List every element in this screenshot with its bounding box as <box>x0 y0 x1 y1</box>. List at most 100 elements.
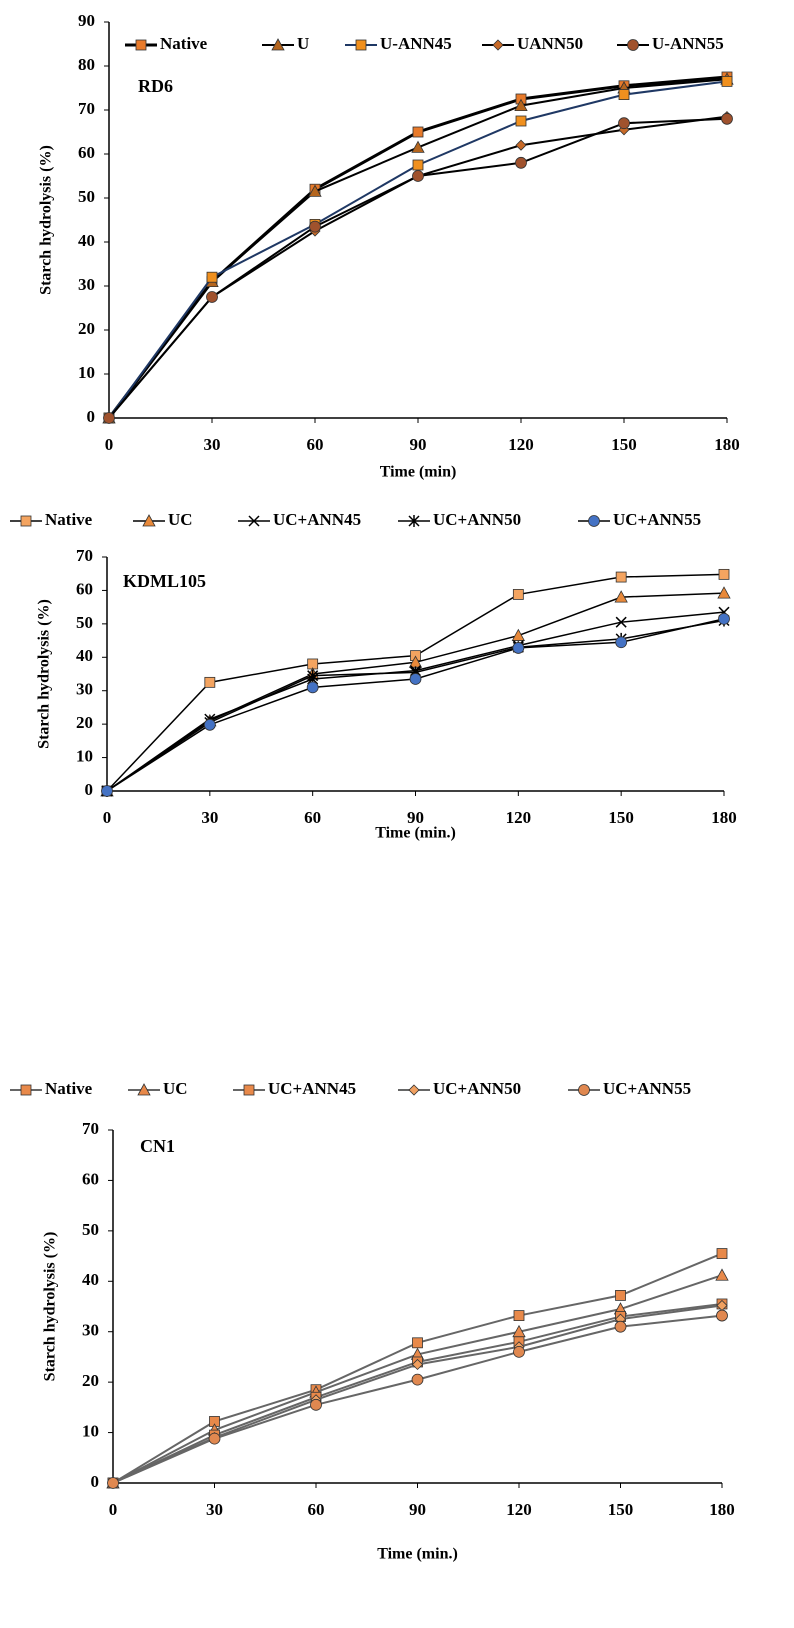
y-tick-label: 30 <box>76 680 93 699</box>
legend-label: UC <box>163 1079 188 1098</box>
legend-label: Native <box>45 510 93 529</box>
marker <box>512 589 524 600</box>
y-axis-label: Starch hydrolysis (%) <box>42 1232 59 1382</box>
x-tick-label: 180 <box>714 435 740 454</box>
legend-marker <box>492 39 504 51</box>
x-tick-label: 0 <box>105 435 114 454</box>
legend-marker <box>627 39 639 51</box>
marker <box>412 126 424 138</box>
y-tick-label: 10 <box>82 1421 99 1440</box>
y-tick-label: 70 <box>78 99 95 118</box>
y-tick-label: 50 <box>78 187 95 206</box>
annotation: CN1 <box>140 1136 175 1156</box>
legend-label: U-ANN55 <box>652 34 724 53</box>
x-tick-label: 60 <box>308 1500 325 1519</box>
legend-marker <box>135 39 147 51</box>
y-axis-label: Starch hydrolysis (%) <box>36 599 53 749</box>
x-tick-label: 90 <box>407 808 424 827</box>
legend-label: UC <box>168 510 193 529</box>
marker <box>203 718 216 731</box>
series-line <box>106 611 725 792</box>
y-tick-label: 70 <box>76 546 93 565</box>
x-tick-label: 180 <box>709 1500 735 1519</box>
y-tick-label: 60 <box>76 579 93 598</box>
x-tick-label: 60 <box>307 435 324 454</box>
x-tick-label: 60 <box>304 808 321 827</box>
series-line <box>106 619 725 792</box>
x-tick-label: 120 <box>508 435 534 454</box>
y-axis-label: Starch hydrolysis (%) <box>38 145 55 295</box>
annotation: KDML105 <box>123 571 206 591</box>
x-tick-label: 30 <box>201 808 218 827</box>
legend-label: U-ANN45 <box>380 34 452 53</box>
y-tick-label: 0 <box>91 1472 100 1491</box>
series-line <box>106 618 725 792</box>
legend-marker <box>137 1083 151 1096</box>
legend-marker <box>142 514 156 527</box>
marker <box>718 568 730 580</box>
series-line <box>106 592 725 792</box>
legend-marker <box>578 1084 590 1096</box>
annotation: RD6 <box>138 76 173 96</box>
marker <box>412 159 424 171</box>
x-tick-label: 90 <box>409 1500 426 1519</box>
marker <box>614 1320 627 1333</box>
marker <box>204 676 216 688</box>
x-axis-label: Time (min.) <box>377 1546 458 1563</box>
marker <box>618 89 630 100</box>
legend-label: Native <box>160 34 208 53</box>
marker <box>411 1373 424 1386</box>
legend-marker <box>20 1084 32 1096</box>
marker <box>515 115 527 127</box>
y-tick-label: 20 <box>78 319 95 338</box>
marker <box>308 184 322 197</box>
marker <box>515 156 527 169</box>
marker <box>208 1432 221 1445</box>
series-line <box>112 1304 723 1484</box>
marker <box>513 1310 525 1321</box>
marker <box>412 170 424 182</box>
y-tick-label: 30 <box>78 275 95 294</box>
y-tick-label: 20 <box>82 1371 99 1390</box>
y-tick-label: 50 <box>76 613 93 632</box>
x-tick-label: 0 <box>103 808 112 827</box>
marker <box>716 1309 728 1322</box>
marker <box>717 586 731 599</box>
y-tick-label: 40 <box>82 1270 99 1289</box>
marker <box>615 636 628 649</box>
x-tick-label: 30 <box>206 1500 223 1519</box>
y-tick-label: 60 <box>78 143 95 162</box>
marker <box>718 612 730 625</box>
marker <box>715 1268 729 1281</box>
marker <box>511 628 526 641</box>
x-tick-label: 0 <box>109 1500 118 1519</box>
legend-marker <box>588 515 600 527</box>
y-tick-label: 10 <box>76 746 93 765</box>
y-tick-label: 30 <box>82 1321 99 1340</box>
legend-marker <box>355 39 367 51</box>
marker <box>515 139 527 151</box>
y-tick-label: 60 <box>82 1169 99 1188</box>
marker <box>716 1248 728 1259</box>
x-axis-label: Time (min.) <box>375 825 456 842</box>
legend-label: UC+ANN50 <box>433 1079 521 1098</box>
x-tick-label: 120 <box>506 1500 532 1519</box>
y-tick-label: 0 <box>85 780 94 799</box>
marker <box>615 616 627 628</box>
legend-label: UANN50 <box>517 34 583 53</box>
marker <box>307 669 319 682</box>
legend-marker <box>408 1084 420 1096</box>
x-axis-label: Time (min) <box>380 464 457 481</box>
x-tick-label: 150 <box>608 808 634 827</box>
marker <box>614 590 628 603</box>
marker <box>206 291 218 303</box>
legend-label: UC+ANN45 <box>273 510 361 529</box>
legend-marker <box>248 515 260 527</box>
x-tick-label: 90 <box>410 435 427 454</box>
marker <box>107 1477 119 1489</box>
series-line <box>112 1302 723 1484</box>
x-tick-label: 30 <box>204 435 221 454</box>
y-tick-label: 40 <box>76 646 93 665</box>
